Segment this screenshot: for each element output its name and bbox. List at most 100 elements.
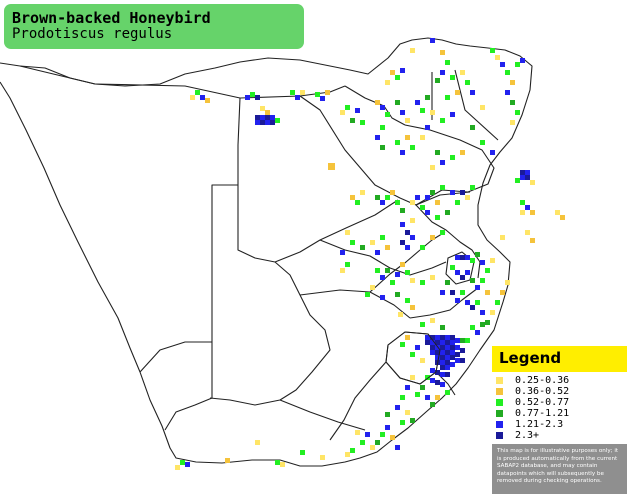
disclaimer-box: This map is for illustrative purposes on…	[492, 444, 627, 494]
distribution-cell	[420, 108, 425, 113]
distribution-cell	[530, 210, 535, 215]
distribution-cell	[385, 195, 390, 200]
distribution-cell	[450, 265, 455, 270]
distribution-cell	[520, 210, 525, 215]
distribution-cell	[465, 338, 470, 343]
distribution-cell	[410, 375, 415, 380]
distribution-cell	[370, 445, 375, 450]
distribution-cell	[445, 350, 450, 355]
distribution-cell	[405, 410, 410, 415]
distribution-cell	[430, 402, 435, 407]
distribution-cell	[275, 460, 280, 465]
distribution-cell	[385, 245, 390, 250]
distribution-cell	[265, 110, 270, 115]
distribution-cell	[400, 208, 405, 213]
legend-title: Legend	[499, 349, 562, 367]
legend-label-5: 2.3+	[515, 430, 540, 441]
distribution-cell	[480, 105, 485, 110]
distribution-cell	[350, 118, 355, 123]
distribution-cell	[465, 80, 470, 85]
distribution-cell	[415, 345, 420, 350]
distribution-cell	[560, 215, 565, 220]
distribution-cell	[328, 163, 335, 170]
distribution-cell	[380, 200, 385, 205]
distribution-cell	[435, 370, 440, 375]
distribution-cell	[510, 100, 515, 105]
distribution-cell	[245, 95, 250, 100]
distribution-cell	[380, 295, 385, 300]
distribution-cell	[495, 55, 500, 60]
distribution-cell	[460, 70, 465, 75]
legend-swatch-1	[496, 388, 503, 395]
distribution-cell	[470, 185, 475, 190]
distribution-cell	[405, 270, 410, 275]
legend-item-1: 0.36-0.52	[496, 386, 624, 398]
distribution-cell	[405, 335, 410, 340]
distribution-cell	[445, 95, 450, 100]
distribution-cell	[345, 230, 350, 235]
distribution-cell	[445, 280, 450, 285]
distribution-cell	[365, 292, 370, 297]
distribution-cell	[410, 145, 415, 150]
legend-item-2: 0.52-0.77	[496, 397, 624, 409]
distribution-cell	[470, 325, 475, 330]
distribution-cell	[400, 222, 405, 227]
border-line	[19, 65, 241, 99]
distribution-cell	[360, 440, 365, 445]
coastline	[0, 37, 533, 467]
distribution-cell	[460, 255, 465, 260]
distribution-cell	[410, 305, 415, 310]
distribution-cell	[380, 145, 385, 150]
distribution-cell	[480, 310, 485, 315]
distribution-cell	[450, 75, 455, 80]
distribution-cell	[440, 335, 445, 340]
distribution-cell	[470, 258, 475, 263]
distribution-cell	[515, 110, 520, 115]
distribution-cell	[435, 355, 440, 360]
distribution-cell	[515, 178, 520, 183]
distribution-cell	[390, 190, 395, 195]
distribution-cell	[480, 322, 485, 327]
distribution-cell	[445, 60, 450, 65]
distribution-cell	[325, 90, 330, 95]
distribution-cell	[435, 345, 440, 350]
border-line	[319, 239, 447, 276]
distribution-cell	[340, 268, 345, 273]
distribution-cell	[315, 92, 320, 97]
distribution-cell	[375, 195, 380, 200]
legend-item-3: 0.77-1.21	[496, 408, 624, 420]
distribution-cell	[420, 280, 425, 285]
distribution-cell	[430, 318, 435, 323]
distribution-cell	[400, 150, 405, 155]
distribution-cell	[445, 372, 450, 377]
distribution-cell	[405, 118, 410, 123]
distribution-cell	[460, 190, 465, 195]
distribution-cell	[185, 462, 190, 467]
distribution-cell	[465, 195, 470, 200]
distribution-cell	[395, 100, 400, 105]
legend-label-3: 0.77-1.21	[515, 408, 570, 419]
distribution-cell	[440, 160, 445, 165]
distribution-cell	[460, 338, 465, 343]
distribution-cell	[375, 268, 380, 273]
distribution-cell	[250, 92, 255, 97]
distribution-cell	[455, 345, 460, 350]
distribution-cell	[260, 115, 265, 120]
distribution-cell	[340, 110, 345, 115]
distribution-cell	[410, 235, 415, 240]
distribution-cell	[435, 395, 440, 400]
distribution-cell	[295, 95, 300, 100]
distribution-cell	[255, 95, 260, 100]
distribution-cell	[385, 425, 390, 430]
distribution-cell	[360, 120, 365, 125]
distribution-cell	[390, 70, 395, 75]
distribution-cell	[415, 100, 420, 105]
distribution-cell	[385, 112, 390, 117]
distribution-cell	[398, 312, 403, 317]
species-common-name: Brown-backed Honeybird	[12, 9, 211, 27]
legend-panel: Legend 0.25-0.36 0.36-0.52 0.52-0.77 0.7…	[492, 346, 627, 494]
distribution-cell	[505, 90, 510, 95]
species-scientific-name: Prodotiscus regulus	[12, 26, 173, 42]
distribution-cell	[410, 418, 415, 423]
